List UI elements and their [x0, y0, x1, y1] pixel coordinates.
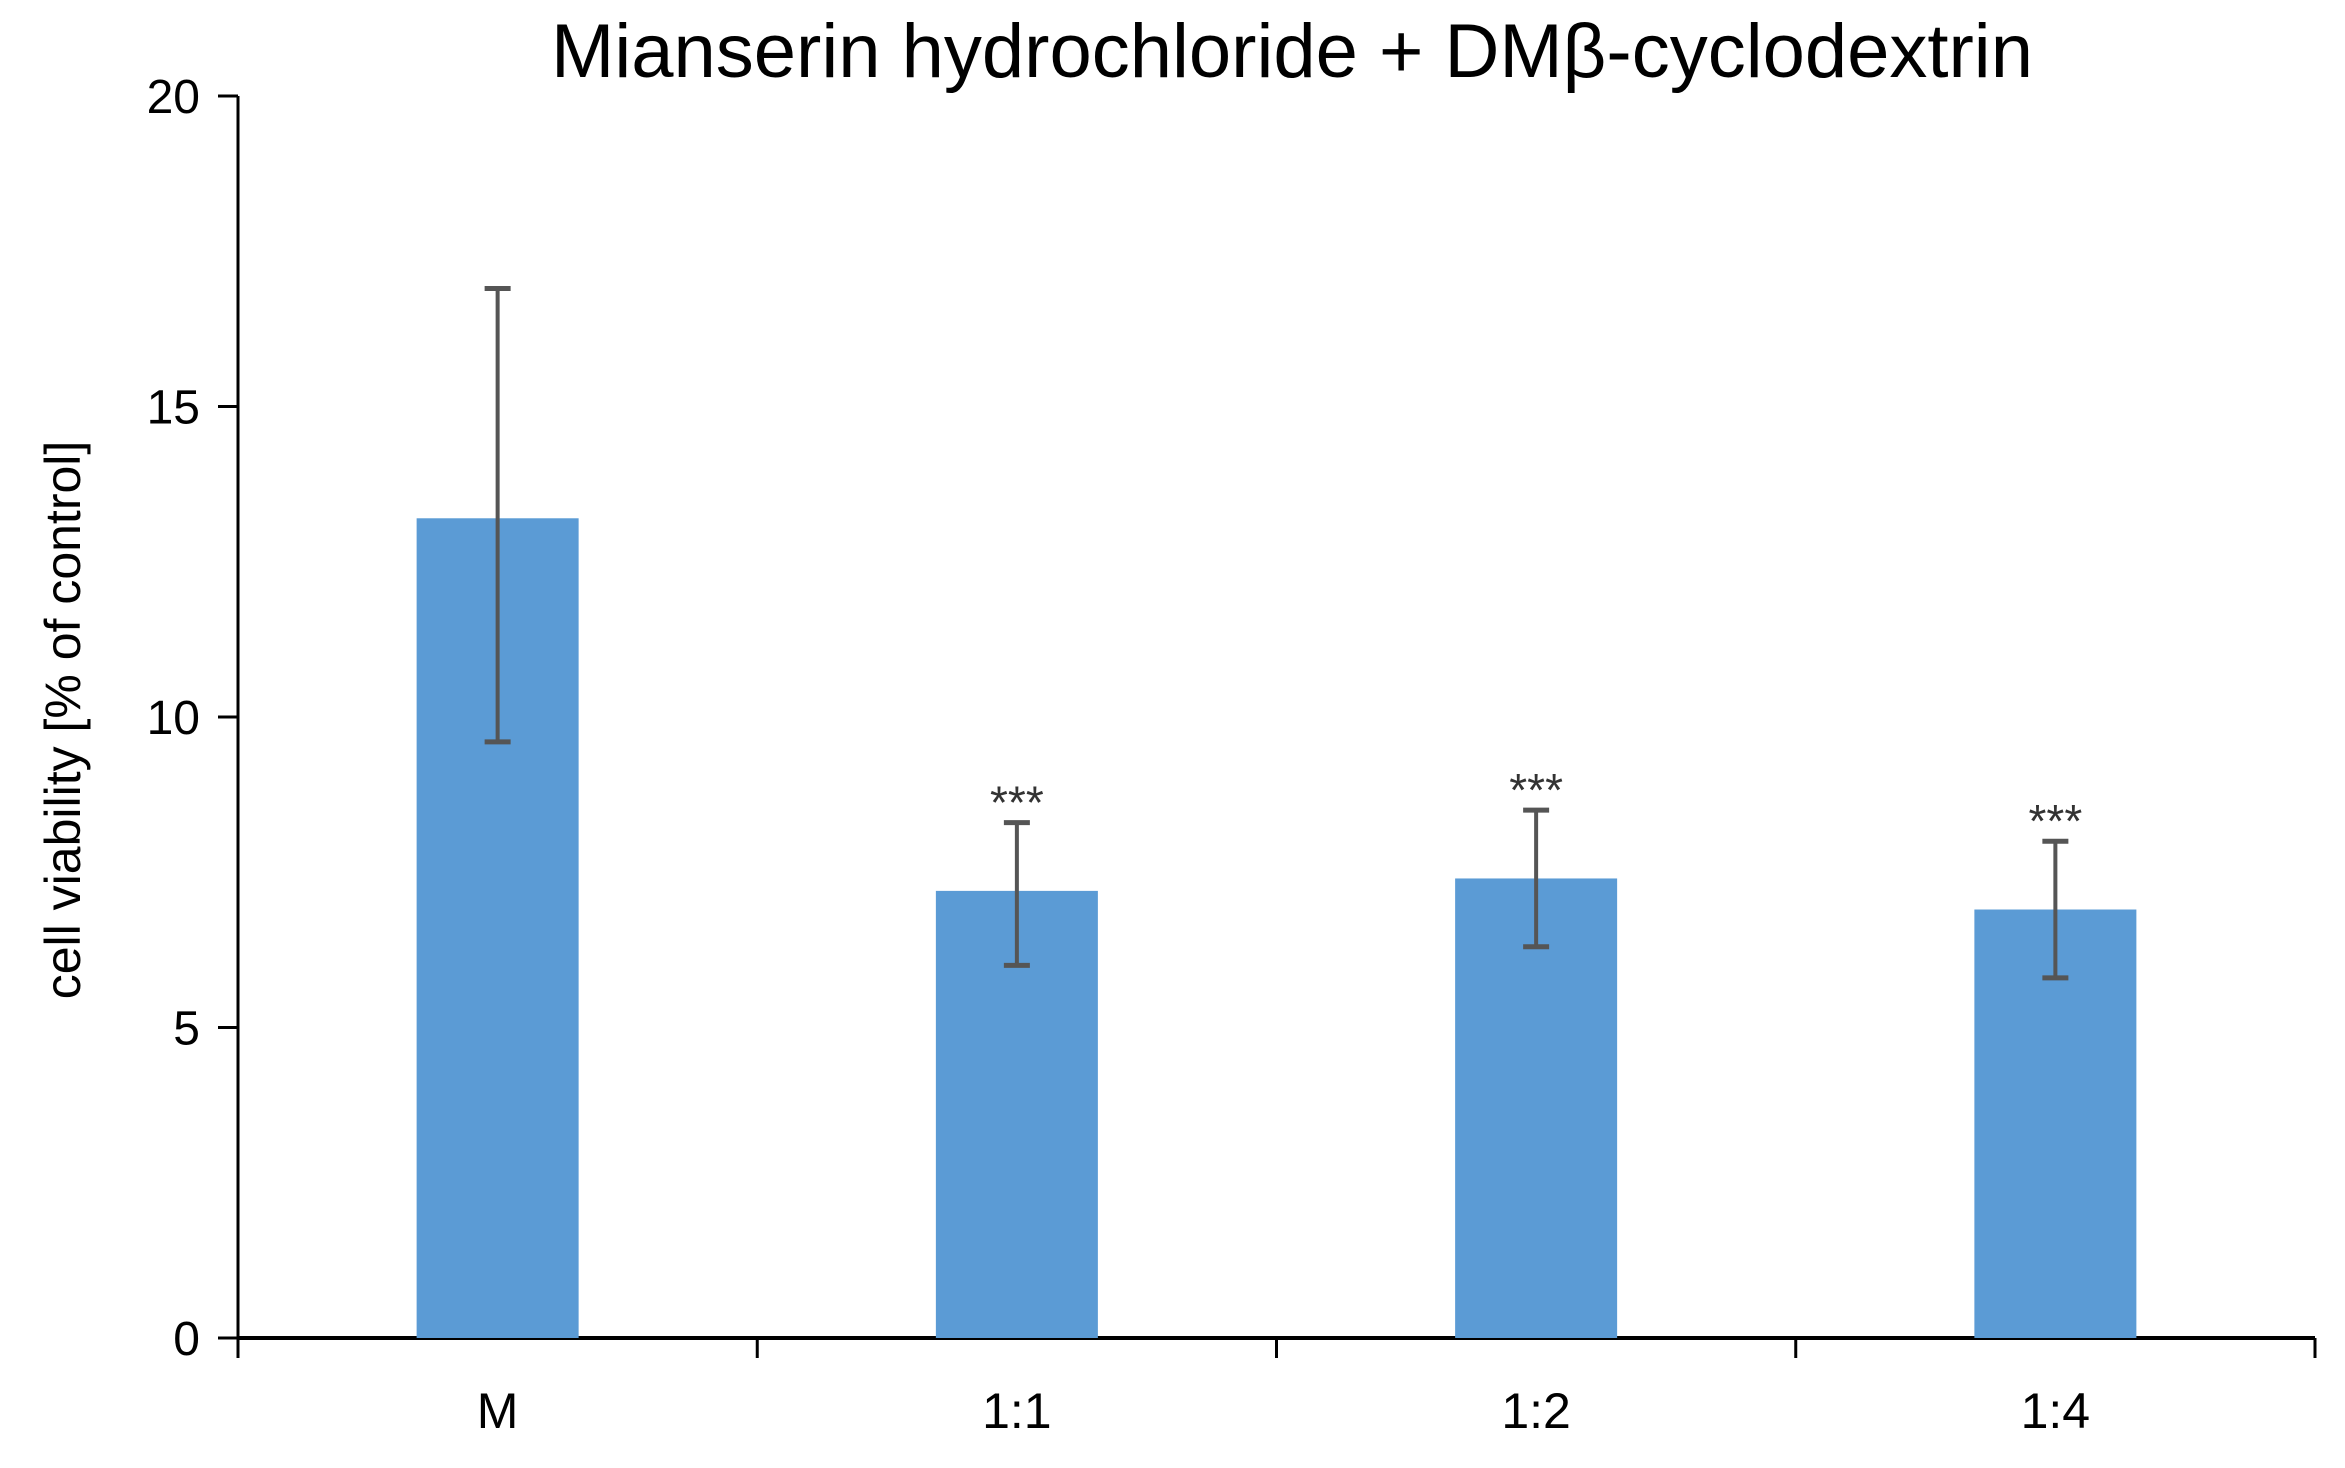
significance-annotation: *** — [1509, 764, 1563, 816]
bar — [1974, 909, 2137, 1338]
y-tick-label: 15 — [147, 382, 200, 435]
y-tick-label: 5 — [173, 1003, 200, 1056]
plot-area: 0 5 10 15 20 M 1:1 *** 1:2 *** 1:4 *** — [147, 71, 2317, 1439]
chart-title: Mianserin hydrochloride + DMβ-cyclodextr… — [551, 9, 2033, 94]
y-tick-label: 20 — [147, 71, 200, 124]
significance-annotation: *** — [2029, 795, 2083, 847]
significance-annotation: *** — [990, 777, 1044, 829]
x-tick-label: 1:1 — [982, 1383, 1052, 1439]
x-tick-label: M — [477, 1383, 519, 1439]
x-tick-label: 1:4 — [2021, 1383, 2091, 1439]
y-axis-label: cell viability [% of control] — [35, 441, 91, 1000]
x-tick-label: 1:2 — [1501, 1383, 1571, 1439]
bar — [1455, 878, 1618, 1338]
y-tick-label: 0 — [173, 1313, 200, 1366]
y-tick-label: 10 — [147, 692, 200, 745]
